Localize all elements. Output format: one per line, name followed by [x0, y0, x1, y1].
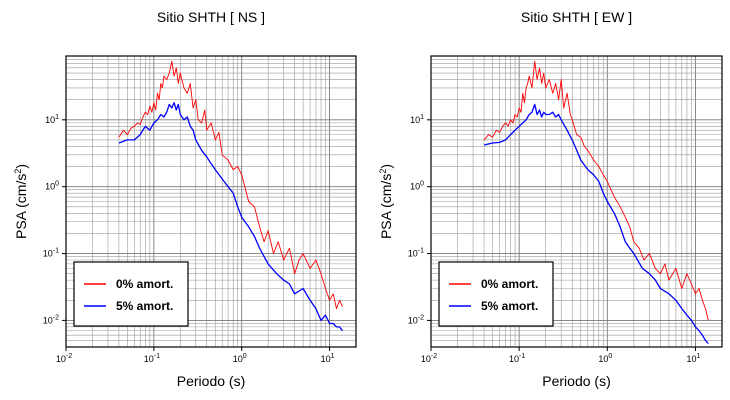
y-tick-label: 10-2 [43, 314, 59, 325]
plot-frame [430, 55, 723, 348]
x-tick-label: 10-2 [421, 353, 437, 364]
series-line-red [483, 60, 709, 321]
legend-box [438, 261, 554, 327]
x-tick-label: 101 [321, 353, 335, 364]
plot-frame [65, 55, 357, 348]
legend-label: 5% amort. [116, 299, 173, 313]
x-axis-label: Periodo (s) [542, 373, 610, 389]
legend-label: 0% amort. [481, 277, 538, 291]
y-tick-label: 100 [45, 181, 59, 192]
chart-panel-1: Sitio SHTH [ NS ] 10-2 10-1 100 101 10-2 10-1 1… [13, 9, 357, 389]
y-tick-label: 10-1 [43, 248, 59, 259]
series-line-blue [483, 103, 709, 345]
y-axis-label: PSA (cm/s2) [378, 164, 394, 239]
legend-label: 5% amort. [481, 299, 538, 313]
y-axis-label: PSA (cm/s2) [13, 164, 29, 239]
x-tick-label: 10-1 [144, 353, 160, 364]
x-tick-label: 10-2 [56, 353, 72, 364]
x-tick-label: 10-1 [509, 353, 525, 364]
y-tick-label: 101 [410, 114, 424, 125]
series-line-blue [118, 102, 343, 332]
x-tick-label: 100 [598, 353, 612, 364]
chart-panel-2: Sitio SHTH [ EW ] 10-2 10-1 100 101 10-2 10-1 1… [378, 9, 723, 389]
y-tick-label: 10-1 [408, 248, 424, 259]
chart-title: Sitio SHTH [ NS ] [157, 9, 265, 25]
x-axis-label: Periodo (s) [177, 373, 245, 389]
y-tick-label: 101 [45, 114, 59, 125]
chart-title: Sitio SHTH [ EW ] [521, 9, 632, 25]
grid [65, 55, 357, 348]
y-tick-label: 100 [410, 181, 424, 192]
x-tick-label: 100 [233, 353, 247, 364]
legend: 0% amort. 5% amort. [73, 261, 189, 327]
y-tick-label: 10-2 [408, 314, 424, 325]
legend-label: 0% amort. [116, 277, 173, 291]
series-line-red [118, 60, 343, 310]
x-tick-label: 101 [687, 353, 701, 364]
legend: 0% amort. 5% amort. [438, 261, 554, 327]
legend-box [73, 261, 189, 327]
